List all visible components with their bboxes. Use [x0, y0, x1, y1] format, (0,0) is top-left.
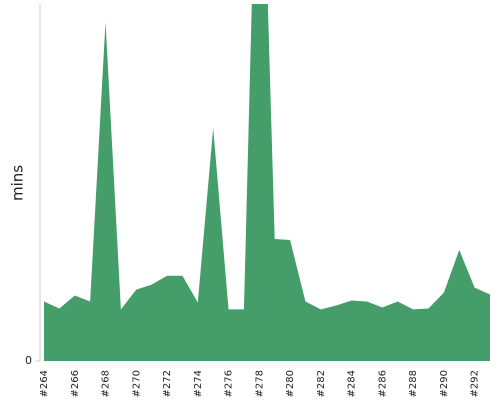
- area: [44, 4, 490, 361]
- x-tick-label: #274: [193, 370, 204, 397]
- x-tick-label: #286: [377, 370, 388, 397]
- x-tick-label: #270: [131, 370, 142, 397]
- x-tick-label: #278: [254, 370, 265, 397]
- x-tick-label: #292: [470, 370, 481, 397]
- x-tick-label: #280: [285, 370, 296, 397]
- x-tick-label: #282: [316, 370, 327, 397]
- x-tick-label: #288: [408, 370, 419, 397]
- x-tick-label: #290: [439, 370, 450, 397]
- x-tick-label: #268: [101, 370, 112, 397]
- y-tick-label: 0: [25, 354, 32, 367]
- x-tick-label: #284: [347, 370, 358, 397]
- x-tick-label: #266: [70, 370, 81, 397]
- y-axis-label: mins: [9, 165, 27, 201]
- x-tick-label: #264: [39, 370, 50, 397]
- x-tick-label: #276: [224, 370, 235, 397]
- x-tick-label: #272: [162, 370, 173, 397]
